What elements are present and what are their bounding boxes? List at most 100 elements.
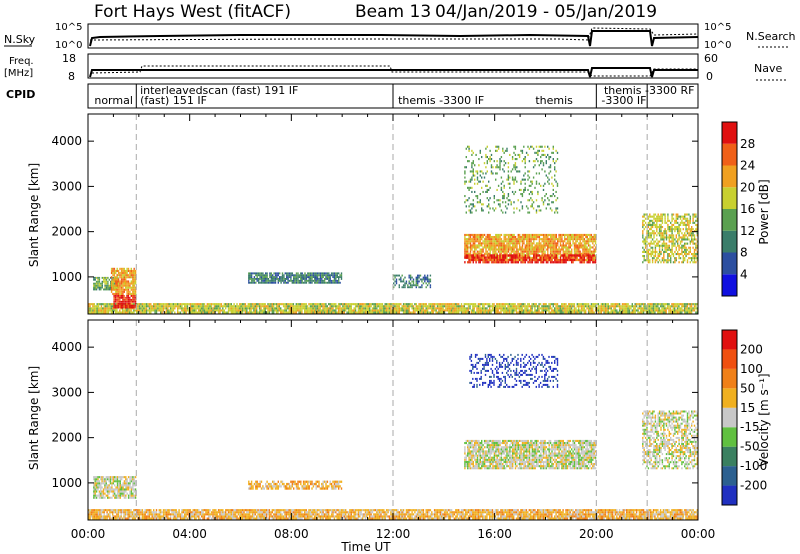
- echo-cell: [507, 309, 509, 312]
- echo-cell: [404, 303, 406, 306]
- echo-cell: [95, 284, 98, 287]
- echo-cell: [262, 276, 264, 278]
- echo-cell: [185, 309, 187, 312]
- echo-cell: [500, 188, 503, 191]
- echo-cell: [347, 303, 350, 306]
- echo-cell: [485, 156, 487, 159]
- echo-cell: [531, 246, 534, 249]
- echo-cell: [492, 240, 494, 243]
- echo-cell: [592, 240, 594, 243]
- echo-cell: [534, 258, 536, 262]
- echo-cell: [583, 311, 585, 314]
- echo-cell: [284, 307, 286, 310]
- echo-cell: [661, 307, 663, 310]
- echo-cell: [421, 311, 423, 314]
- echo-cell: [603, 311, 605, 314]
- echo-cell: [651, 232, 654, 235]
- echo-cell: [646, 230, 648, 233]
- echo-cell: [524, 178, 526, 181]
- echo-cell: [526, 250, 528, 253]
- echo-cell: [489, 250, 491, 253]
- echo-cell: [516, 242, 518, 245]
- echo-cell: [631, 303, 633, 306]
- echo-cell: [249, 307, 251, 310]
- echo-cell: [307, 279, 309, 282]
- echo-cell: [611, 309, 614, 312]
- echo-cell: [112, 311, 114, 314]
- echo-cell: [277, 311, 279, 314]
- echo-cell: [561, 305, 563, 308]
- echo-cell: [453, 303, 456, 306]
- echo-cell: [391, 305, 393, 308]
- echo-cell: [475, 252, 477, 255]
- echo-cell: [578, 305, 580, 308]
- echo-cell: [534, 186, 536, 189]
- echo-cell: [643, 240, 645, 243]
- echo-cell: [575, 311, 577, 314]
- echo-cell: [476, 246, 479, 249]
- echo-cell: [329, 307, 331, 310]
- echo-cell: [464, 172, 466, 175]
- echo-cell: [93, 276, 95, 279]
- echo-cell: [243, 307, 245, 310]
- echo-cell: [576, 236, 578, 239]
- freq-label-2: [MHz]: [4, 68, 33, 79]
- echo-cell: [565, 303, 567, 306]
- echo-cell: [667, 259, 669, 262]
- echo-cell: [678, 309, 680, 312]
- echo-cell: [323, 307, 326, 310]
- echo-cell: [559, 256, 562, 259]
- echo-cell: [561, 303, 563, 306]
- echo-cell: [129, 274, 131, 277]
- echo-cell: [467, 252, 469, 255]
- echo-cell: [485, 242, 487, 245]
- echo-cell: [568, 305, 570, 308]
- echo-cell: [589, 261, 591, 264]
- echo-cell: [650, 242, 652, 245]
- echo-cell: [506, 207, 508, 210]
- echo-cell: [102, 311, 104, 314]
- echo-cell: [578, 311, 580, 314]
- echo-cell: [545, 156, 547, 159]
- echo-cell: [526, 233, 528, 236]
- echo-cell: [508, 309, 511, 312]
- echo-cell: [467, 254, 469, 257]
- echo-cell: [500, 160, 503, 163]
- echo-cell: [107, 307, 110, 310]
- echo-cell: [640, 305, 642, 308]
- echo-cell: [542, 236, 545, 239]
- echo-cell: [534, 261, 536, 264]
- echo-cell: [517, 233, 519, 236]
- cpid-mode-label: themis: [535, 94, 573, 107]
- echo-cell: [572, 305, 574, 308]
- echo-cell: [651, 238, 654, 241]
- echo-cell: [537, 149, 539, 152]
- echo-cell: [479, 250, 481, 253]
- echo-cell: [208, 303, 210, 306]
- echo-cell: [474, 250, 476, 253]
- echo-cell: [274, 303, 276, 306]
- echo-cell: [467, 199, 469, 202]
- echo-cell: [161, 311, 163, 314]
- echo-cell: [474, 233, 476, 236]
- echo-cell: [316, 303, 319, 306]
- echo-cell: [554, 174, 556, 177]
- echo-cell: [552, 233, 555, 236]
- echo-cell: [110, 267, 113, 270]
- echo-cell: [274, 281, 277, 284]
- echo-cell: [576, 305, 578, 308]
- echo-cell: [541, 254, 543, 257]
- echo-cell: [474, 164, 476, 167]
- echo-cell: [502, 246, 504, 249]
- echo-cell: [558, 307, 560, 310]
- echo-cell: [89, 303, 91, 306]
- echo-cell: [288, 307, 290, 310]
- echo-cell: [490, 236, 493, 239]
- echo-cell: [533, 252, 535, 255]
- echo-cell: [540, 233, 542, 236]
- echo-cell: [552, 188, 554, 191]
- echo-cell: [644, 244, 647, 247]
- echo-cell: [486, 233, 489, 236]
- echo-cell: [614, 305, 617, 308]
- echo-cell: [309, 309, 312, 312]
